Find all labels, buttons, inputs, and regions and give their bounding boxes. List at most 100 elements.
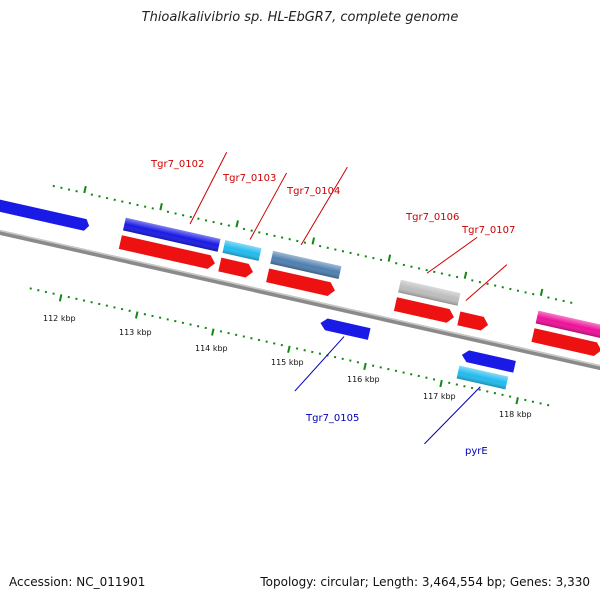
- major-tick: [159, 203, 163, 211]
- gene-features-reverse: [319, 317, 516, 390]
- scale-label: 114 kbp: [195, 344, 228, 353]
- gene-label-tgr7-0105[interactable]: Tgr7_0105: [305, 413, 359, 424]
- topology-summary: Topology: circular; Length: 3,464,554 bp…: [260, 575, 590, 589]
- gene-arrow-pyre[interactable]: [461, 349, 516, 373]
- gene-label-tgr7-0106[interactable]: Tgr7_0106: [405, 212, 459, 223]
- minor-tick: [196, 325, 200, 328]
- gene-label-tgr7-0107[interactable]: Tgr7_0107: [461, 225, 515, 236]
- major-tick: [387, 254, 392, 262]
- minor-tick: [470, 386, 474, 390]
- minor-tick: [258, 231, 261, 234]
- major-tick: [83, 185, 87, 194]
- forward-label-leaders: [189, 152, 508, 301]
- gene-arrow-tgr7-0105[interactable]: [319, 317, 371, 340]
- minor-tick: [371, 364, 375, 367]
- scale-label-layer: 112 kbp 113 kbp 114 kbp 115 kbp 116 kbp …: [43, 314, 532, 419]
- minor-tick: [341, 250, 345, 253]
- minor-tick: [90, 193, 94, 196]
- minor-tick: [273, 342, 276, 345]
- minor-tick: [37, 289, 40, 292]
- minor-tick: [90, 301, 93, 304]
- minor-tick: [174, 319, 177, 323]
- major-tick: [439, 379, 443, 388]
- leader-tgr7-0102: [189, 152, 228, 225]
- map-title: Thioalkalivibrio sp. HL-EbGR7, complete …: [141, 10, 459, 25]
- leader-pyre: [424, 386, 481, 445]
- gene-feature-left-blue[interactable]: [0, 198, 90, 231]
- cds-arrow-tgr7-0106[interactable]: [393, 297, 456, 324]
- minor-tick: [181, 321, 185, 325]
- minor-tick: [151, 207, 154, 210]
- cds-arrow-tgr7-0107[interactable]: [457, 311, 489, 332]
- minor-tick: [174, 212, 177, 215]
- leader-tgr7-0106: [426, 236, 478, 274]
- major-tick: [58, 294, 63, 302]
- minor-tick: [44, 290, 48, 294]
- minor-tick: [570, 301, 573, 304]
- minor-tick: [425, 376, 428, 379]
- minor-tick: [82, 299, 86, 302]
- minor-tick: [478, 280, 482, 284]
- scale-label: 116 kbp: [347, 375, 380, 384]
- cds-arrow-tgr7-0104[interactable]: [266, 268, 336, 297]
- minor-tick: [295, 347, 299, 350]
- minor-tick: [158, 316, 162, 319]
- minor-tick: [166, 318, 169, 321]
- minor-tick: [280, 343, 284, 347]
- minor-tick: [471, 279, 474, 282]
- minor-tick: [493, 391, 497, 395]
- minor-tick: [250, 229, 253, 232]
- minor-tick: [143, 313, 147, 316]
- genome-backbone-highlight: [0, 222, 600, 374]
- minor-tick: [67, 188, 71, 191]
- minor-tick: [524, 398, 527, 402]
- minor-tick: [52, 292, 55, 295]
- minor-tick: [318, 244, 322, 248]
- minor-tick: [189, 323, 192, 326]
- minor-tick: [395, 262, 398, 265]
- leader-tgr7-0105: [294, 336, 345, 392]
- minor-tick: [402, 371, 405, 374]
- minor-tick: [189, 215, 192, 219]
- major-tick: [515, 397, 519, 405]
- gene-label-tgr7-0104[interactable]: Tgr7_0104: [286, 186, 340, 197]
- major-tick: [287, 345, 291, 353]
- major-tick: [134, 311, 139, 319]
- minor-tick: [227, 331, 230, 335]
- accession-text: Accession: NC_011901: [9, 575, 146, 589]
- minor-tick: [105, 196, 109, 200]
- minor-tick: [128, 202, 132, 205]
- minor-tick: [387, 367, 390, 371]
- major-tick: [235, 220, 239, 228]
- cds-arrow-tgr7-0103[interactable]: [218, 257, 254, 279]
- major-tick: [311, 237, 316, 245]
- gene-label-tgr7-0103[interactable]: Tgr7_0103: [222, 173, 276, 184]
- minor-tick: [455, 275, 459, 279]
- minor-tick: [197, 217, 200, 220]
- minor-tick: [265, 340, 268, 343]
- genome-backbone: [0, 222, 600, 378]
- minor-tick: [349, 359, 352, 362]
- cds-arrow-tgr7-0102[interactable]: [118, 235, 217, 270]
- minor-tick: [273, 234, 276, 238]
- minor-tick: [280, 236, 284, 239]
- minor-tick: [257, 338, 261, 342]
- minor-tick: [448, 381, 451, 385]
- minor-tick: [143, 205, 147, 208]
- minor-tick: [220, 222, 223, 226]
- minor-tick: [120, 307, 124, 311]
- minor-tick: [105, 304, 109, 307]
- scale-label: 113 kbp: [119, 328, 152, 337]
- minor-tick: [341, 357, 344, 361]
- minor-tick: [508, 395, 512, 398]
- gene-label-pyre[interactable]: pyrE: [465, 446, 488, 457]
- minor-tick: [318, 352, 322, 355]
- minor-tick: [539, 402, 542, 405]
- minor-tick: [113, 306, 116, 309]
- gene-features-forward: [0, 198, 600, 339]
- gene-label-tgr7-0102[interactable]: Tgr7_0102: [150, 159, 204, 170]
- minor-tick: [478, 388, 481, 391]
- minor-tick: [493, 284, 497, 287]
- cds-arrow-right[interactable]: [531, 328, 600, 357]
- scale-label: 117 kbp: [423, 392, 456, 401]
